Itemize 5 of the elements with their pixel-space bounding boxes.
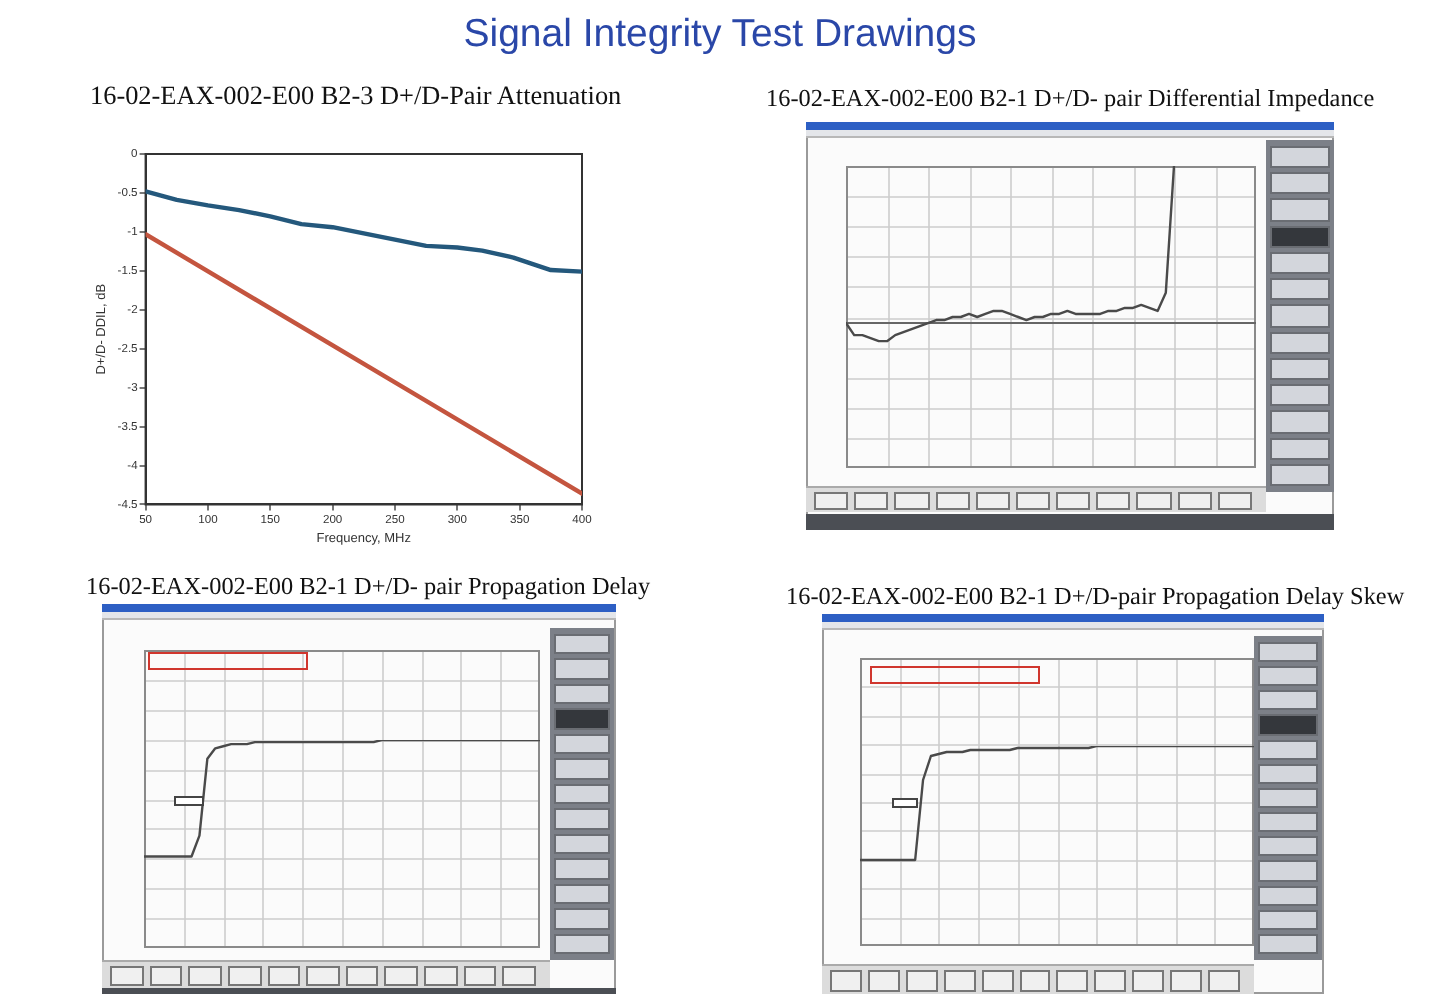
- chart-title: 16-02-EAX-002-E00 B2-1 D+/D- pair Propagation Delay: [86, 572, 651, 601]
- chart-subtitle: 16-02-EAX-002-E00 B2-3 D+/D-Pair Attenuation: [90, 80, 622, 111]
- text: Signal Integrity Test Drawings: [461, 12, 979, 57]
- chart-title: 16-02-EAX-002-E00 B2-1 D+/D-pair Propagation Delay Skew: [786, 582, 1405, 611]
- chart-title: 16-02-EAX-002-E00 B2-1 D+/D- pair Differential Impedance: [766, 84, 1375, 113]
